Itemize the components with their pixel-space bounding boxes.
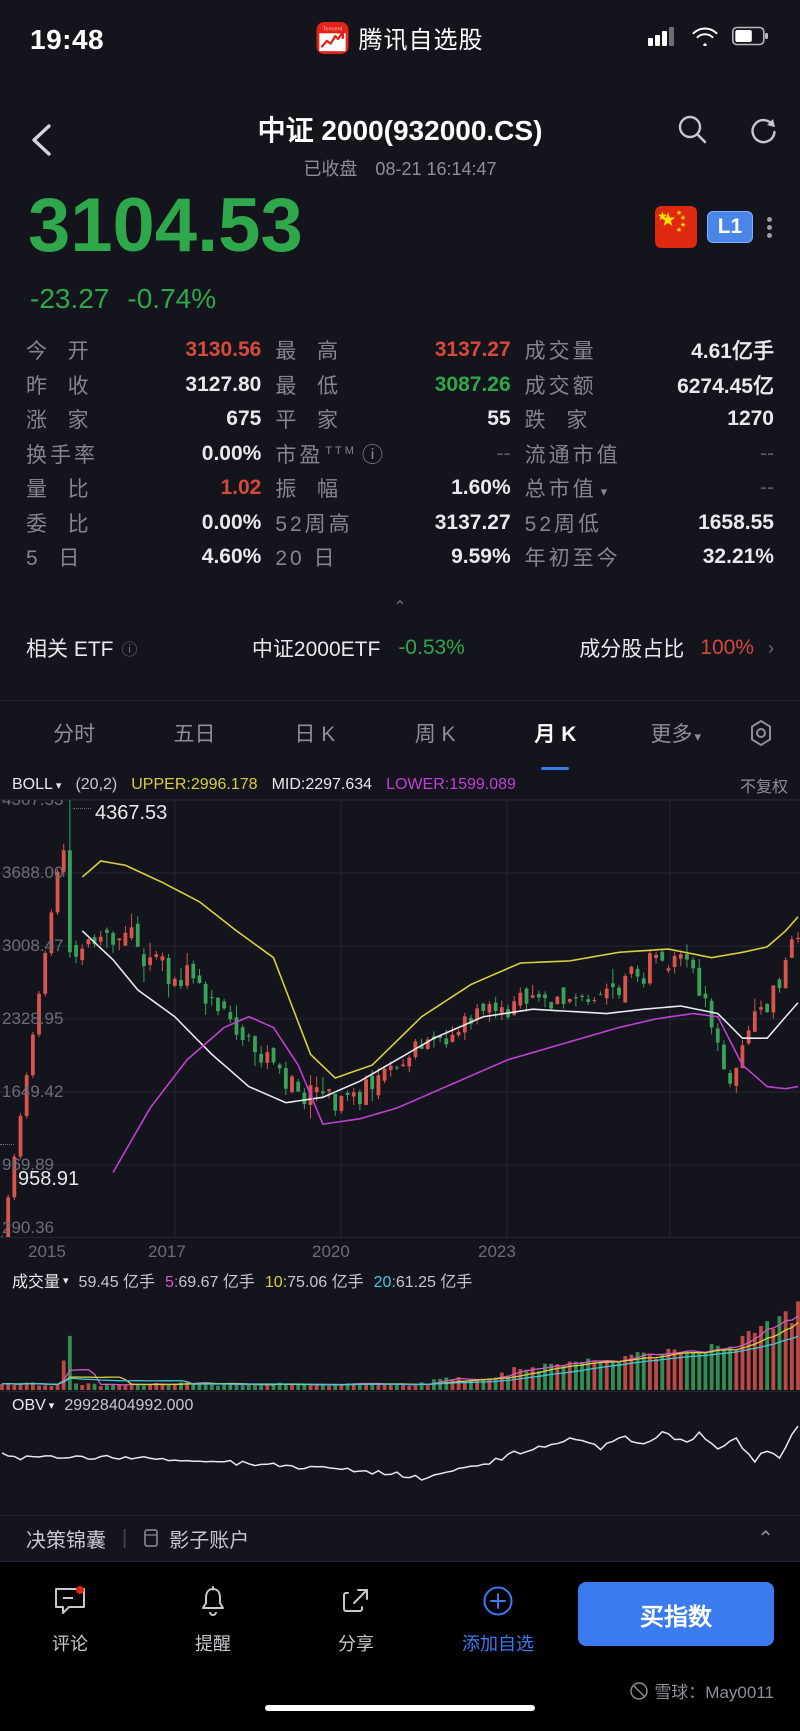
svg-text:★: ★ [680,214,686,222]
svg-text:★: ★ [659,210,676,231]
svg-text:★: ★ [676,226,682,234]
